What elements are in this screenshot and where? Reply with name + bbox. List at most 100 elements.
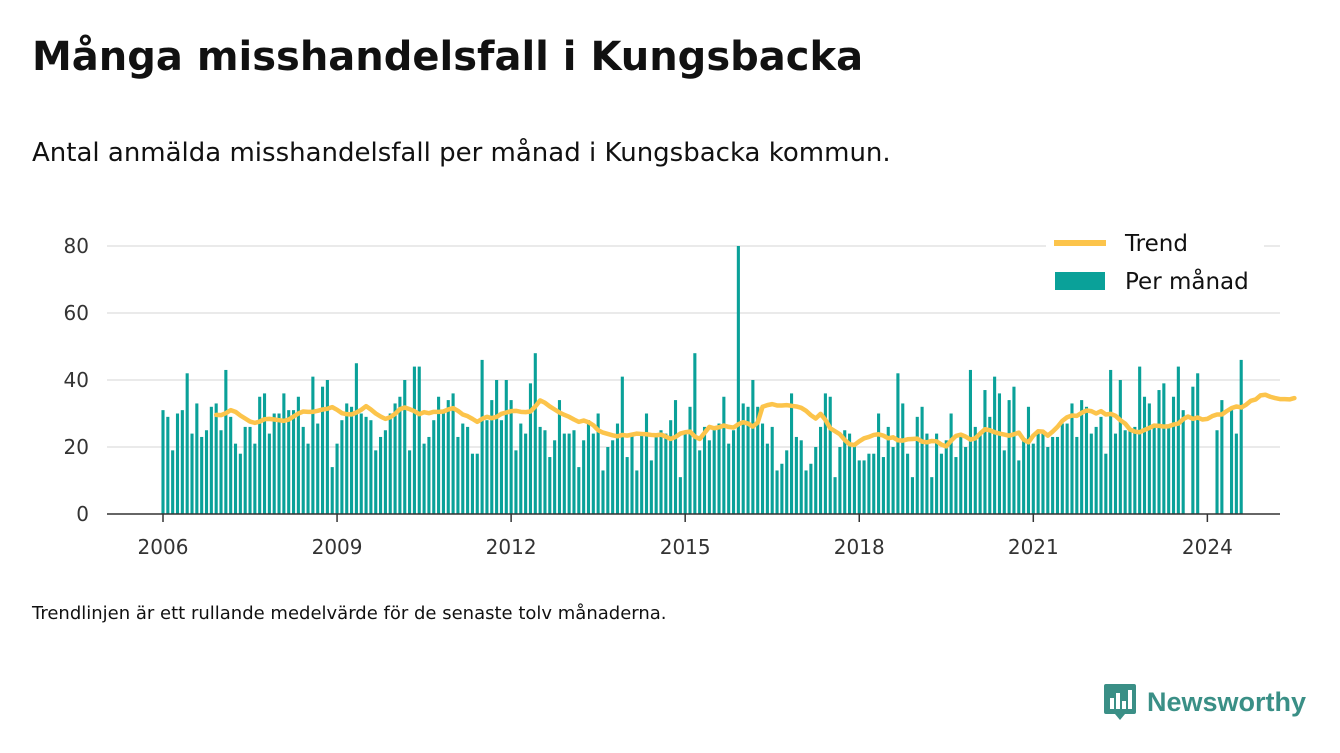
bar — [321, 386, 325, 514]
bar — [1239, 359, 1243, 514]
bar — [799, 440, 803, 514]
bar — [910, 477, 914, 514]
x-tick-label: 2012 — [486, 535, 537, 559]
bar — [983, 390, 987, 514]
bar — [1036, 433, 1040, 514]
bar — [886, 426, 890, 514]
x-tick-label: 2021 — [1008, 535, 1059, 559]
bar — [1196, 373, 1200, 514]
bar — [973, 426, 977, 514]
bar — [383, 430, 387, 514]
bar — [1065, 423, 1069, 514]
bar — [195, 403, 199, 514]
bar — [393, 403, 397, 514]
bar — [814, 447, 818, 514]
bar — [939, 453, 943, 514]
bar — [770, 426, 774, 514]
bar — [756, 406, 760, 514]
bar — [388, 413, 392, 514]
bar — [1234, 433, 1238, 514]
bar — [683, 433, 687, 514]
bar — [190, 433, 194, 514]
bar — [1128, 430, 1132, 514]
bar — [1162, 383, 1166, 514]
bar — [1007, 400, 1011, 514]
bar — [291, 410, 296, 514]
bar — [649, 460, 653, 514]
bar — [219, 430, 223, 514]
bar — [804, 470, 808, 514]
x-tick-label: 2018 — [834, 535, 885, 559]
trend-line — [213, 392, 1297, 449]
bar — [765, 443, 769, 514]
bar — [1046, 447, 1050, 514]
bar — [611, 440, 615, 514]
bar — [272, 413, 276, 514]
bar — [437, 396, 441, 514]
bar — [1075, 436, 1079, 514]
bar — [775, 470, 779, 514]
bar — [369, 420, 373, 514]
bar — [591, 433, 595, 514]
bar — [204, 430, 209, 514]
bar — [408, 450, 412, 514]
bar — [538, 426, 542, 514]
bar — [1113, 433, 1118, 514]
bar — [1147, 403, 1151, 514]
bar — [669, 420, 673, 514]
bar — [596, 413, 600, 514]
bar — [915, 416, 919, 514]
y-tick-label: 60 — [64, 301, 89, 325]
bar — [993, 376, 997, 514]
bar — [412, 366, 416, 514]
bar — [722, 396, 726, 514]
bar — [567, 433, 571, 514]
bar — [577, 467, 581, 514]
bar — [891, 447, 895, 514]
bar — [582, 440, 586, 514]
bar — [968, 369, 972, 514]
bar — [741, 403, 745, 514]
bar — [809, 463, 813, 514]
y-tick-label: 0 — [76, 502, 89, 526]
bar — [1051, 436, 1055, 514]
bar — [238, 453, 242, 514]
bar — [606, 447, 610, 514]
bar — [209, 406, 213, 514]
bar — [1084, 406, 1089, 514]
bar — [572, 430, 576, 514]
bar — [166, 416, 170, 514]
bar — [1118, 380, 1122, 514]
bar — [214, 403, 218, 514]
bar — [475, 453, 479, 514]
bar — [258, 396, 262, 514]
x-tick-label: 2024 — [1182, 535, 1233, 559]
x-tick-label: 2006 — [138, 535, 189, 559]
bar — [446, 400, 450, 514]
bar — [1060, 423, 1064, 514]
y-tick-label: 40 — [64, 368, 89, 392]
bar — [1191, 386, 1195, 514]
bar — [441, 410, 445, 514]
bar — [852, 443, 856, 514]
bar — [819, 426, 823, 514]
bar — [330, 467, 334, 514]
bar — [664, 433, 668, 514]
bar — [548, 457, 552, 514]
bar — [964, 447, 968, 514]
bar — [630, 433, 634, 514]
bar — [1026, 406, 1031, 514]
bar — [997, 393, 1002, 514]
bar — [640, 433, 644, 514]
y-axis-ticks: 0 20 40 60 80 — [64, 234, 89, 526]
bar — [461, 423, 465, 514]
bar — [1215, 430, 1219, 514]
bar — [287, 410, 291, 514]
bar — [678, 477, 682, 514]
bar — [823, 393, 827, 514]
bar — [296, 396, 300, 514]
bar — [620, 376, 624, 514]
bar — [698, 450, 702, 514]
bar — [712, 426, 716, 514]
chart-title: Många misshandelsfall i Kungsbacka — [32, 34, 864, 80]
